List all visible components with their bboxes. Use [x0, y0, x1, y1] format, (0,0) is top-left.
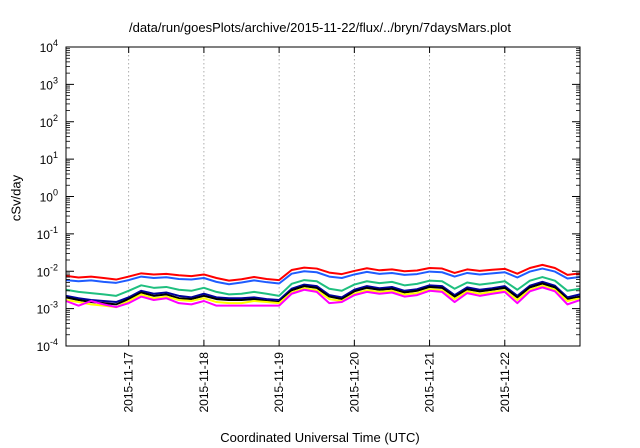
series-line-5: [65, 284, 581, 309]
y-tick-label: 10-3: [37, 300, 58, 317]
series-line-6: [65, 286, 581, 309]
x-tick-label: 2015-11-17: [122, 352, 136, 413]
x-tick-label: 2015-11-22: [498, 352, 512, 413]
y-tick-label: 101: [40, 150, 58, 167]
y-tick-label: 102: [40, 113, 58, 130]
chart-title: /data/run/goesPlots/archive/2015-11-22/f…: [128, 20, 512, 35]
series-line-2: [65, 276, 581, 297]
series-lines: [65, 263, 581, 309]
x-tick-label: 2015-11-19: [272, 352, 286, 413]
y-tick-label: 100: [40, 188, 58, 205]
axes: [65, 46, 581, 347]
x-axis-label: Coordinated Universal Time (UTC): [220, 430, 420, 445]
x-tick-label: 2015-11-21: [423, 352, 437, 413]
x-tick-label: 2015-11-18: [197, 352, 211, 413]
series-line-1: [65, 267, 581, 286]
series-line-0: [65, 263, 581, 282]
y-tick-label: 103: [40, 75, 58, 92]
series-line-4: [65, 282, 581, 306]
tick-labels: 2015-11-17 2015-11-18 2015-11-19 2015-11-20…: [37, 38, 512, 413]
plot-frame: [65, 46, 581, 347]
y-tick-label: 10-4: [37, 337, 58, 354]
y-tick-label: 10-2: [37, 262, 58, 279]
y-tick-label: 104: [40, 38, 58, 55]
y-tick-label: 10-1: [37, 225, 58, 242]
x-tick-label: 2015-11-20: [347, 352, 361, 413]
series-line-3: [65, 280, 581, 304]
